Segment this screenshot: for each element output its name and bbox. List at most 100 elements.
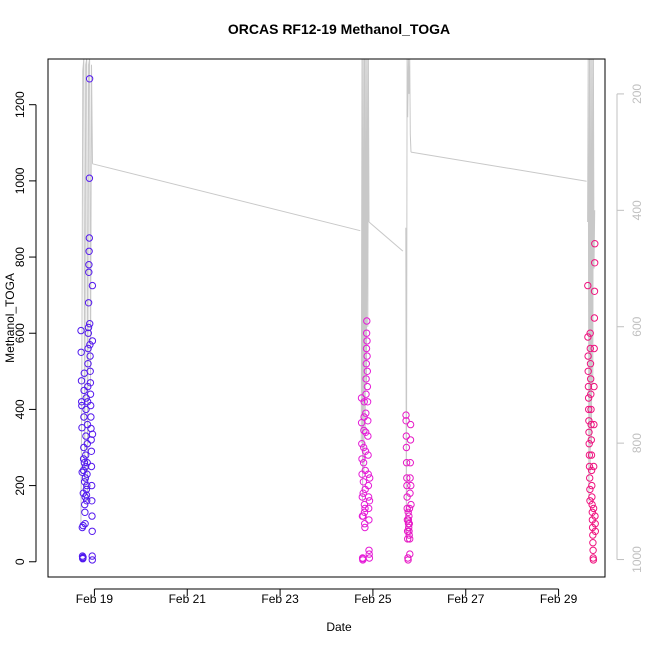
data-point [359,459,368,467]
data-point [86,379,95,387]
data-point [77,348,85,356]
data-point [405,520,413,528]
x-tick-label: Feb 23 [261,592,299,606]
data-point [365,554,374,562]
data-point [363,352,371,360]
data-point [586,360,595,368]
plot-frame [47,58,606,578]
data-point [88,337,97,345]
y-tick-label: 800 [13,247,27,267]
data-point [359,512,367,520]
data-point [406,459,414,467]
data-point [404,508,412,516]
data-point [87,462,96,471]
data-point [80,478,89,486]
data-point [78,401,86,410]
data-point [405,504,414,513]
data-point [83,440,92,448]
data-point [80,459,89,467]
data-point [362,344,371,353]
data-point [584,382,593,391]
data-point [81,474,90,482]
data-point [590,314,599,322]
y-axis-label: Methanol_TOGA [3,273,17,363]
data-point [587,420,595,429]
data-point [589,539,597,547]
data-point [591,527,599,535]
data-point [84,329,93,337]
data-point [585,462,594,471]
data-point [81,500,89,509]
altitude-line-flight-4 [587,59,596,502]
data-point [361,447,370,455]
data-point [361,523,369,532]
data-point [85,174,94,182]
data-point [585,428,593,436]
data-point [405,527,413,535]
data-point [77,326,85,335]
data-point [87,447,96,455]
y-tick-label: 400 [13,399,27,419]
x-axis-label: Date [326,620,352,634]
data-point [405,512,413,520]
data-point [360,508,369,516]
data-point [88,512,96,520]
x-axis: Feb 19 Feb 21 Feb 23 Feb 25 Feb 27 Feb 29 [76,588,578,606]
data-point [362,375,370,383]
data-point [591,259,599,267]
data-point [364,493,373,501]
data-point [82,485,91,494]
data-point [402,459,411,467]
data-point [88,556,97,564]
data-point [87,413,95,421]
y-tick-label: 1200 [13,91,27,118]
data-point [364,432,372,440]
data-point [359,489,367,497]
data-point [360,443,368,452]
data-point [585,417,593,425]
x-tick-label: Feb 27 [447,592,485,606]
data-point [403,474,411,482]
data-point [584,367,592,375]
data-point [586,329,594,337]
y-tick-label: 1000 [13,167,27,194]
data-point [585,440,593,448]
data-point [81,493,89,501]
data-point [365,516,373,524]
data-point [404,535,412,543]
data-point [79,553,87,561]
data-point [363,367,371,375]
data-point [406,535,414,543]
data-point [404,516,413,524]
data-point [362,428,370,436]
data-point [83,459,91,467]
data-point [77,377,86,385]
data-point [78,468,86,476]
data-point [82,405,90,414]
y-axis: 0 200 400 600 800 1000 1200 [13,91,37,565]
data-point [366,474,374,482]
data-point [365,497,374,505]
data-point [402,443,411,452]
x-tick-label: Feb 29 [540,592,578,606]
data-point [406,420,415,429]
data-point [363,337,371,345]
data-point [587,390,595,398]
data-point [406,489,414,497]
data-point [88,552,96,560]
secondary-y-axis: 200 400 600 800 1000 [616,84,644,573]
data-point [84,323,93,332]
data-point [403,504,411,513]
data-point [588,500,596,509]
x-tick-label: Feb 19 [76,592,114,606]
chart-title: ORCAS RF12-19 Methanol_TOGA [228,21,450,37]
y-tick-label: 600 [13,323,27,343]
x-tick-label: Feb 21 [169,592,207,606]
data-point [590,344,598,353]
data-point [85,75,94,83]
data-point [364,417,372,425]
secondary-y-tick-label: 600 [630,316,644,336]
altitude-line-flight-3 [405,59,412,543]
data-point [86,341,94,349]
plot-area [77,59,599,564]
